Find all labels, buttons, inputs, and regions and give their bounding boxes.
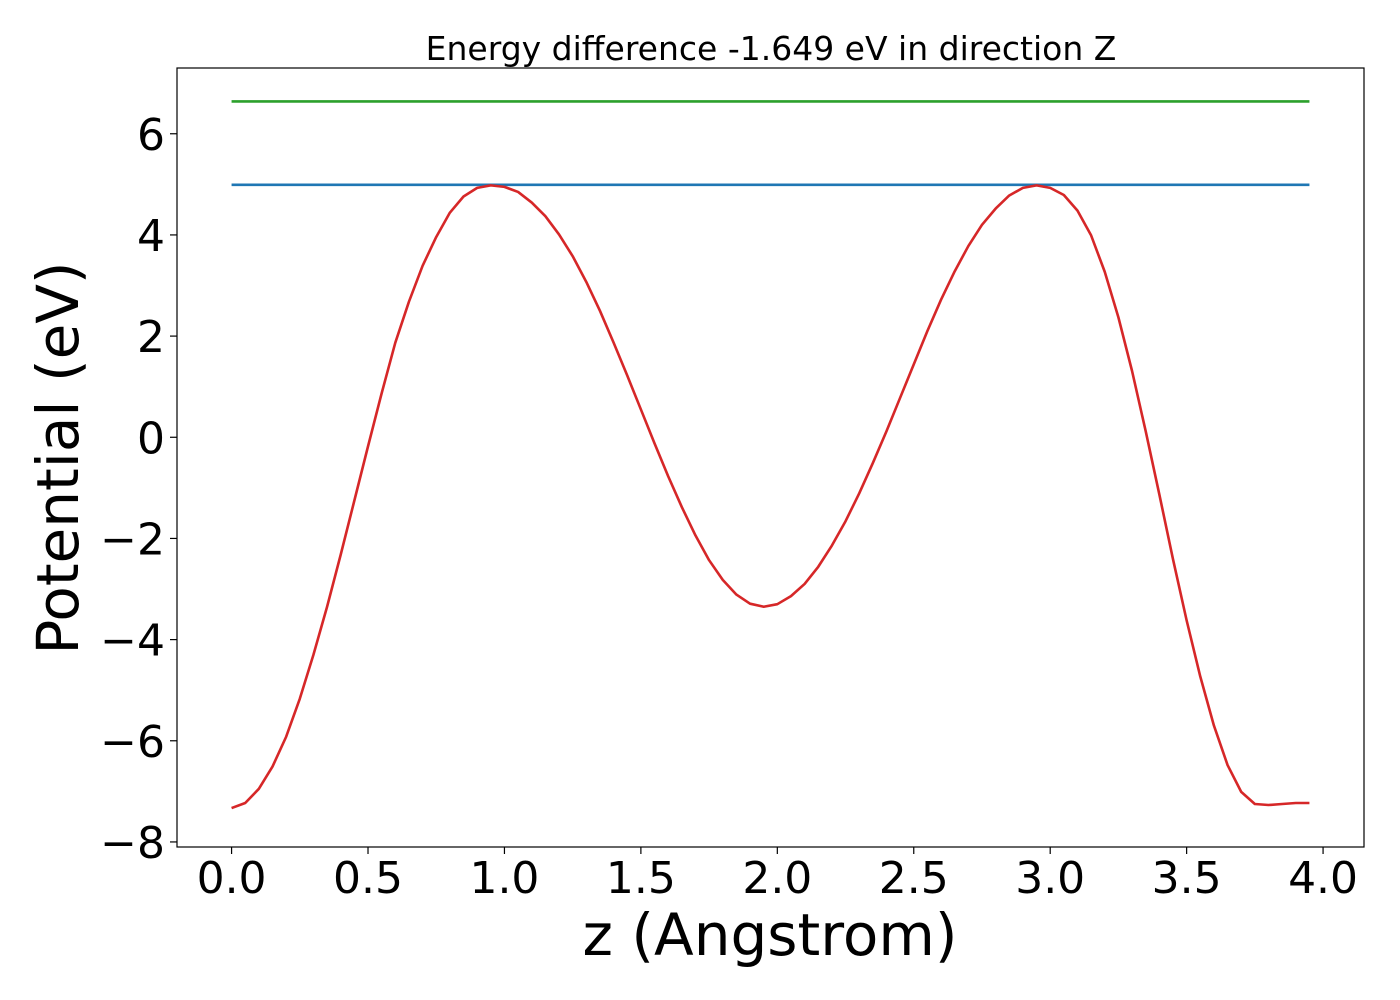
axes-frame [176,67,1365,848]
y-tick-label: 2 [137,312,165,363]
x-tick-label: 1.0 [469,853,539,904]
x-tick-label: 4.0 [1288,853,1358,904]
x-tick-label: 2.5 [879,853,949,904]
x-tick-label: 0.5 [333,853,403,904]
y-tick-label: −4 [100,616,165,667]
x-tick-label: 0.0 [197,853,267,904]
chart-title: Energy difference -1.649 eV in direction… [426,29,1117,68]
x-tick-label: 1.5 [606,853,676,904]
plot-area [231,100,1310,810]
x-tick-label: 3.5 [1152,853,1222,904]
series-line-2 [231,184,1310,810]
x-tick-label: 3.0 [1015,853,1085,904]
y-tick-label: −8 [100,818,165,869]
y-tick-label: 0 [137,413,165,464]
x-tick-label: 2.0 [742,853,812,904]
y-tick-label: −2 [100,514,165,565]
y-tick-label: 6 [137,110,165,161]
y-axis: −8 −6 −4 −2 0 2 4 6 [100,110,177,869]
y-axis-label: Potential (eV) [24,261,92,654]
y-tick-label: 4 [137,211,165,262]
x-axis: 0.0 0.5 1.0 1.5 2.0 2.5 3.0 3.5 4.0 [197,847,1358,904]
x-axis-label: z (Angstrom) [583,901,958,969]
y-tick-label: −6 [100,717,165,768]
